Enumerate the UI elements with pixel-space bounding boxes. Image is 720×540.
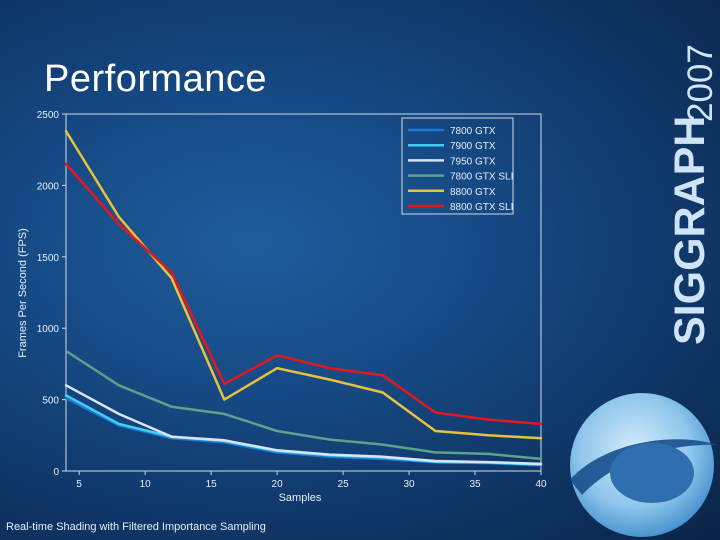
x-axis-label: Samples: [279, 492, 322, 504]
legend-box: [401, 117, 514, 215]
brand-name: SIGGRAPH: [666, 116, 714, 345]
x-tick-label: 35: [469, 479, 481, 490]
legend-label: 8800 GTX SLI: [450, 202, 513, 213]
legend-label: 7800 GTX SLI: [450, 172, 513, 183]
y-tick-label: 1500: [37, 253, 60, 264]
siggraph-logo: [570, 393, 718, 537]
chart-ticks: 0 500 1000 1500 2000 2500 5 10 15 20 25 30 35 40: [37, 110, 547, 490]
y-tick-label: 500: [42, 396, 59, 407]
x-tick-label: 10: [140, 479, 152, 490]
series-line-7800-gtx-sli: [64, 349, 543, 461]
legend-label: 7900 GTX: [450, 141, 496, 152]
series-line-8800-gtx-sli: [64, 162, 543, 426]
plot-frame: [65, 113, 542, 472]
y-tick-label: 1000: [37, 324, 60, 335]
chart-series: [64, 129, 543, 467]
x-tick-label: 30: [403, 479, 415, 490]
series-line-7800-gtx: [64, 396, 543, 467]
y-axis-label: Frames Per Second (FPS): [17, 228, 29, 358]
logo-core: [610, 443, 694, 503]
chart-legend: 7800 GTX 7900 GTX 7950 GTX 7800 GTX SLI 8800…: [401, 117, 514, 215]
legend-label: 7800 GTX: [450, 126, 496, 137]
y-tick-label: 2000: [37, 181, 60, 192]
siggraph-brand: SIGGRAPH 2007: [666, 44, 720, 345]
x-tick-label: 15: [206, 479, 218, 490]
slide-title: Performance: [44, 58, 268, 100]
slide-footer: Real-time Shading with Filtered Importan…: [6, 521, 266, 533]
chart-axes: Frames Per Second (FPS) Samples: [17, 113, 542, 504]
y-tick-label: 2500: [37, 110, 60, 121]
brand-year: 2007: [681, 44, 720, 122]
series-line-7950-gtx: [64, 384, 543, 466]
x-tick-label: 25: [338, 479, 350, 490]
x-tick-label: 5: [76, 479, 82, 490]
legend-label: 8800 GTX: [450, 187, 496, 198]
x-tick-label: 20: [272, 479, 284, 490]
x-tick-label: 40: [535, 479, 547, 490]
y-tick-label: 0: [53, 467, 59, 478]
legend-label: 7950 GTX: [450, 156, 496, 167]
